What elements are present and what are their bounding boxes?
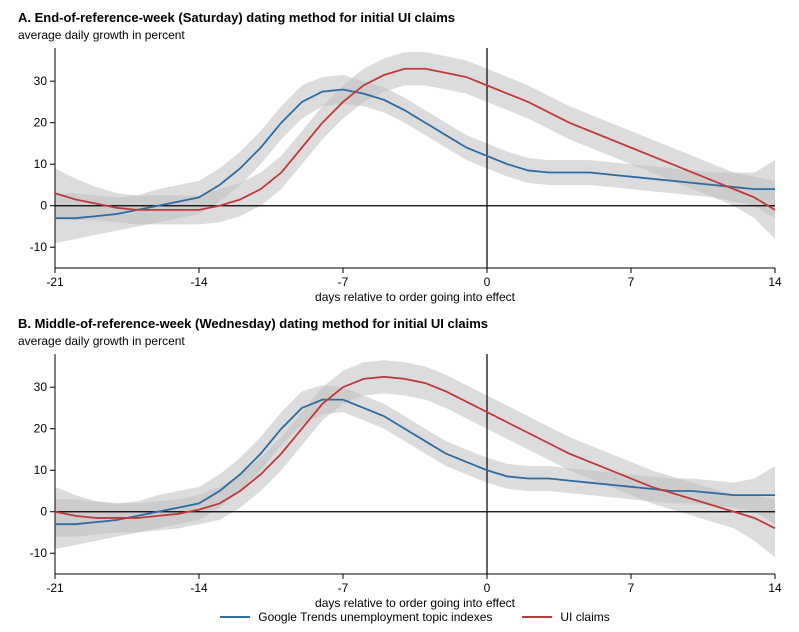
svg-text:0: 0 [484, 275, 491, 289]
panel-a-title: A. End-of-reference-week (Saturday) dati… [18, 10, 455, 25]
svg-text:0: 0 [40, 505, 47, 519]
svg-text:14: 14 [768, 275, 782, 289]
svg-text:20: 20 [34, 422, 48, 436]
svg-text:-10: -10 [30, 546, 48, 560]
legend-item: UI claims [522, 610, 609, 624]
svg-text:0: 0 [484, 581, 491, 595]
panel-b-title: B. Middle-of-reference-week (Wednesday) … [18, 316, 488, 331]
svg-text:10: 10 [34, 157, 48, 171]
panel-a-xlabel: days relative to order going into effect [55, 290, 775, 304]
svg-text:-21: -21 [46, 581, 64, 595]
svg-text:7: 7 [628, 581, 635, 595]
svg-text:14: 14 [768, 581, 782, 595]
panel-b-xlabel: days relative to order going into effect [55, 596, 775, 610]
panel-b-plot: -10 0 10 20 30 -21 -14 -7 0 7 14 [0, 354, 799, 604]
svg-text:10: 10 [34, 463, 48, 477]
panel-b-subtitle: average daily growth in percent [18, 334, 185, 348]
chart-container: A. End-of-reference-week (Saturday) dati… [0, 0, 799, 632]
svg-text:20: 20 [34, 116, 48, 130]
svg-text:-7: -7 [338, 275, 349, 289]
svg-text:-21: -21 [46, 275, 64, 289]
legend-swatch [522, 616, 552, 618]
panel-a-subtitle: average daily growth in percent [18, 28, 185, 42]
svg-text:7: 7 [628, 275, 635, 289]
svg-text:30: 30 [34, 74, 48, 88]
svg-text:-14: -14 [190, 275, 208, 289]
svg-text:-7: -7 [338, 581, 349, 595]
svg-text:-14: -14 [190, 581, 208, 595]
svg-text:0: 0 [40, 199, 47, 213]
legend-item: Google Trends unemployment topic indexes [220, 610, 492, 624]
svg-text:-10: -10 [30, 240, 48, 254]
legend-swatch [220, 616, 250, 618]
legend-label: UI claims [560, 610, 609, 624]
svg-text:30: 30 [34, 380, 48, 394]
legend-label: Google Trends unemployment topic indexes [258, 610, 492, 624]
panel-a-plot: -10 0 10 20 30 -21 -14 -7 0 7 14 [0, 48, 799, 298]
legend: Google Trends unemployment topic indexes… [55, 610, 775, 624]
